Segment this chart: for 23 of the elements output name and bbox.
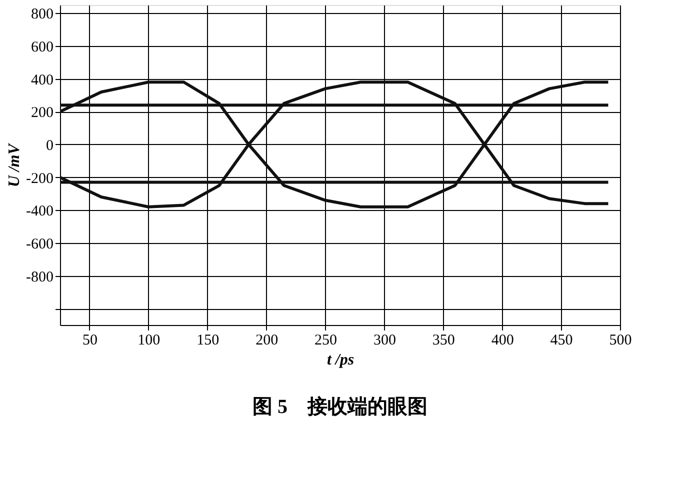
x-tick-label: 50 — [82, 332, 98, 348]
x-tick-label: 100 — [138, 332, 160, 348]
y-axis-title: U /mV — [6, 142, 24, 188]
x-tick-label: 200 — [256, 332, 278, 348]
x-tick-label: 300 — [373, 332, 396, 348]
x-tick-label: 450 — [550, 332, 573, 348]
line-series — [60, 80, 610, 208]
x-tick-label: 150 — [196, 332, 220, 348]
y-tick-label: -800 — [26, 269, 54, 286]
x-tick-label: 350 — [432, 332, 455, 348]
y-tick-label: 600 — [31, 40, 54, 56]
x-tick-label: 250 — [314, 332, 338, 348]
x-axis-title: t /ps — [326, 352, 354, 368]
y-tick-label: 800 — [31, 6, 54, 23]
y-tick-label: -200 — [26, 170, 54, 187]
y-tick-label: 0 — [46, 138, 54, 154]
x-tick-label: 500 — [609, 332, 632, 348]
y-tick-label: 400 — [31, 72, 54, 88]
y-tick-label: -600 — [26, 236, 54, 252]
y-tick-label: -400 — [26, 204, 54, 220]
y-tick-label: 200 — [31, 105, 54, 122]
caption: 图 5 接收端的眼图 — [252, 395, 428, 418]
x-tick-label: 400 — [491, 332, 514, 348]
